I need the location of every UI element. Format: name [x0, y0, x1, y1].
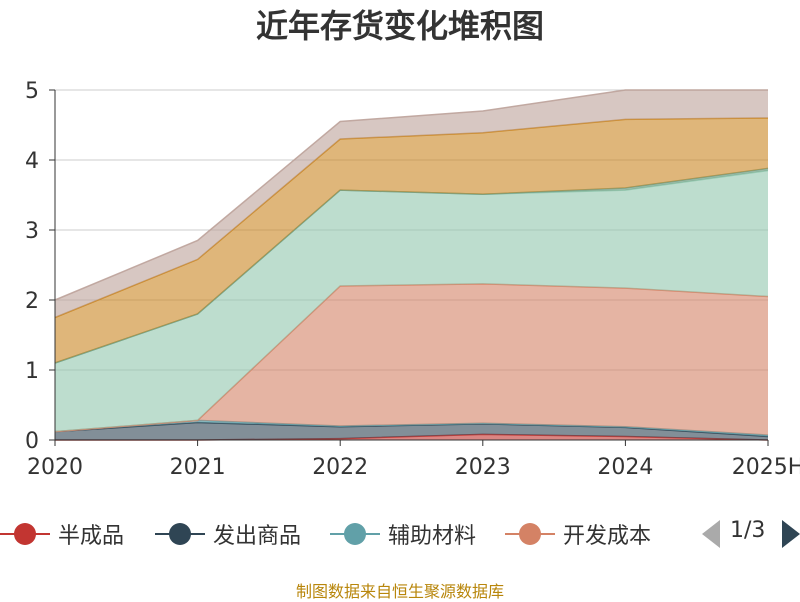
legend-label: 辅助材料 — [388, 524, 477, 549]
legend-label: 半成品 — [58, 524, 125, 549]
y-tick-label: 1 — [25, 359, 39, 384]
legend-label: 开发成本 — [563, 524, 652, 549]
y-tick-label: 4 — [25, 149, 39, 174]
pager-prev-arrow-icon[interactable] — [702, 520, 720, 548]
series-area-4 — [55, 283, 768, 436]
pager-page-indicator: 1/3 — [730, 518, 766, 543]
area-layer — [54, 89, 769, 441]
legend-marker-icon — [505, 514, 555, 554]
legend-item-3[interactable]: 辅助材料 — [330, 514, 476, 554]
series-area-7 — [55, 118, 768, 363]
x-tick-label: 2024 — [597, 455, 653, 480]
legend-marker-icon — [330, 514, 380, 554]
x-tick-label: 2023 — [455, 455, 511, 480]
x-tick-label: 2025H — [732, 455, 800, 480]
legend-item-1[interactable]: 半成品 — [0, 514, 124, 554]
legend-label: 发出商品 — [213, 524, 302, 549]
series-area-8 — [55, 90, 768, 318]
series-area-5 — [55, 170, 768, 432]
legend-pager: 1/3 — [700, 514, 800, 554]
x-tick-label: 2022 — [312, 455, 368, 480]
legend-marker-icon — [0, 514, 50, 554]
pager-next-arrow-icon[interactable] — [782, 520, 800, 548]
legend-marker-icon — [155, 514, 205, 554]
y-tick-label: 3 — [25, 219, 39, 244]
chart-title: 近年存货变化堆积图 — [255, 7, 544, 45]
x-tick-label: 2021 — [170, 455, 226, 480]
axis-layer: 0 1 2 3 4 5 2020 2021 2022 2023 2024 2025H — [25, 79, 800, 480]
legend: 1/3 半成品 发出商品 辅助材料 开发成本 — [0, 514, 800, 554]
y-tick-label: 0 — [25, 429, 39, 454]
legend-item-4[interactable]: 开发成本 — [505, 514, 651, 554]
y-tick-label: 2 — [25, 289, 39, 314]
legend-item-2[interactable]: 发出商品 — [155, 514, 301, 554]
x-tick-label: 2020 — [27, 455, 83, 480]
series-line-8 — [54, 89, 768, 301]
source-note: 制图数据来自恒生聚源数据库 — [295, 582, 504, 601]
y-tick-label: 5 — [25, 79, 39, 104]
